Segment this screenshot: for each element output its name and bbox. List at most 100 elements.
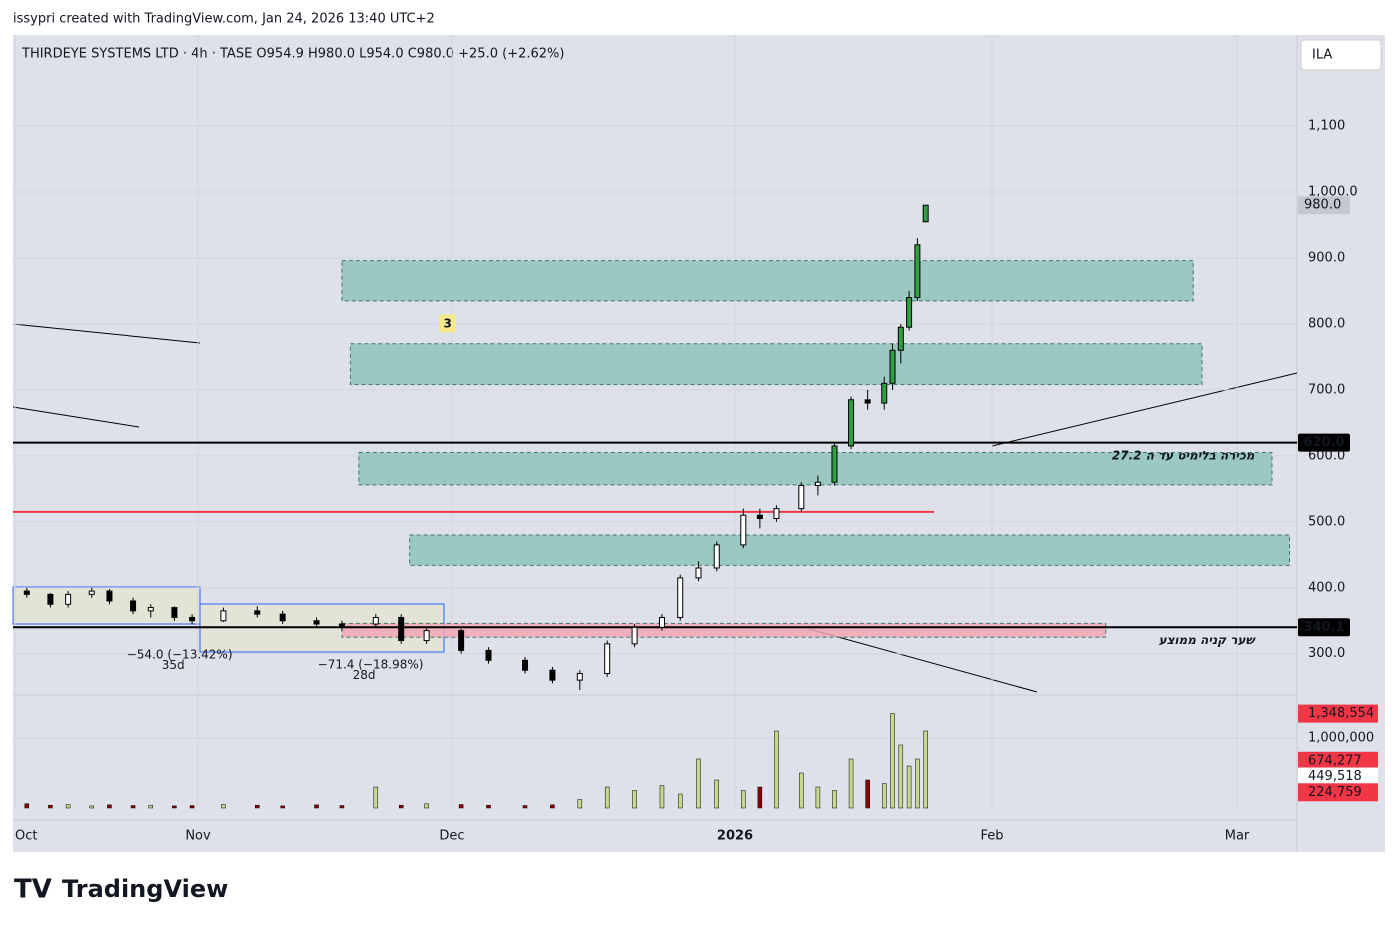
candle-body (220, 610, 227, 622)
candle-body (677, 577, 684, 618)
candle-body (338, 623, 345, 628)
y2-tick-label: 1,000,000 (1308, 731, 1374, 746)
last-price-tag (1298, 196, 1350, 215)
candle-body (106, 590, 113, 602)
volume-bar (398, 804, 404, 809)
volume-bar (148, 804, 154, 809)
annotation: מכירה בלימיט עד ה 27.2 (1112, 448, 1255, 462)
volume-bar (458, 804, 464, 809)
volume-tag (1298, 783, 1378, 802)
volume-bar (741, 790, 746, 809)
candle-body (458, 630, 465, 651)
candle-body (372, 616, 379, 625)
candle-body (740, 514, 747, 546)
volume-bar (339, 805, 345, 809)
volume-bar (923, 730, 928, 809)
volume-bar (280, 805, 285, 809)
candle-body (279, 613, 286, 622)
level-label: 620.0 (1303, 435, 1344, 450)
zone (341, 260, 1194, 302)
volume-tag (1298, 767, 1378, 786)
volume-bar (486, 804, 491, 809)
candle-body (922, 204, 929, 223)
credit: issypri created with TradingView.com, Ja… (13, 12, 435, 27)
zone (341, 622, 1107, 638)
x-tick-label: Dec (439, 829, 464, 844)
zone (349, 343, 1203, 386)
volume-bar (189, 805, 195, 809)
y-tick-label: 700.0 (1308, 382, 1345, 397)
volume-bar (255, 804, 260, 809)
candle-body (848, 399, 855, 447)
currency[interactable]: ILA (1312, 48, 1332, 63)
trend-line (808, 628, 1038, 693)
volume-label: 224,759 (1308, 785, 1362, 800)
volume-bar (48, 804, 53, 809)
volume-bar (865, 779, 870, 809)
volume-tag (1298, 704, 1378, 723)
candle-body (773, 508, 780, 520)
volume-bar (221, 804, 226, 809)
volume-bar (677, 793, 683, 809)
volume-bar (577, 799, 583, 809)
y-tick-label: 300.0 (1308, 646, 1345, 661)
volume-bar (915, 758, 920, 809)
candle-body (713, 544, 720, 569)
x-tick-label: Nov (185, 829, 211, 844)
volume-tag (1298, 751, 1378, 770)
annotation: −71.4 (−18.98%) (318, 657, 424, 671)
candle-body (254, 610, 261, 615)
candle-body (171, 607, 178, 618)
logo-mark: TV (14, 875, 52, 905)
candle-body (631, 626, 638, 645)
volume-bar (522, 805, 528, 809)
volume-bar (659, 785, 665, 809)
chart-title: THIRDEYE SYSTEMS LTD · 4h · TASE O954.9 … (21, 47, 564, 62)
volume-bar (632, 790, 637, 809)
volume-label: 1,348,554 (1308, 706, 1374, 721)
volume-bar (714, 779, 719, 809)
zone (409, 534, 1290, 566)
y-tick-label: 1,100 (1308, 119, 1345, 134)
volume-bar (424, 803, 429, 809)
volume-bar (24, 803, 30, 809)
currency-button[interactable] (1300, 39, 1382, 71)
level-label: 340.1 (1303, 620, 1344, 635)
annotation: −54.0 (−13.42%) (127, 648, 233, 662)
annotation-box (439, 314, 456, 333)
candle-body (756, 514, 763, 520)
candle-body (906, 297, 913, 328)
volume-bar (757, 786, 763, 809)
annotation: 3 (444, 316, 452, 330)
volume-bar (89, 805, 94, 809)
annotation: שער קניה ממוצע (1159, 633, 1257, 647)
candle-body (576, 673, 583, 681)
candle-body (130, 600, 137, 612)
brand: TradingView (62, 875, 228, 903)
trend-line (12, 323, 201, 344)
candle-body (549, 669, 556, 681)
candle-body (398, 616, 405, 642)
x-tick-label: Feb (980, 829, 1003, 844)
level-tag (1298, 433, 1350, 452)
volume-bar (696, 758, 701, 809)
candle-body (914, 244, 921, 299)
candle-body (798, 485, 805, 510)
candle-body (189, 616, 196, 622)
volume-bar (774, 730, 779, 809)
volume-bar (799, 772, 804, 809)
candle-body (695, 567, 702, 579)
volume-bar (373, 786, 379, 809)
x-tick-label: Mar (1225, 829, 1250, 844)
level-tag (1298, 618, 1350, 637)
x-tick-label: 2026 (717, 829, 753, 844)
volume-label: 674,277 (1308, 753, 1362, 768)
volume-bar (815, 786, 821, 809)
volume-bar (906, 765, 912, 809)
candle-body (47, 593, 54, 605)
y-tick-label: 600.0 (1308, 448, 1345, 463)
y-tick-label: 500.0 (1308, 514, 1345, 529)
candle-body (88, 590, 95, 595)
x-tick-label: Oct (15, 829, 37, 844)
candle-body (23, 590, 30, 595)
